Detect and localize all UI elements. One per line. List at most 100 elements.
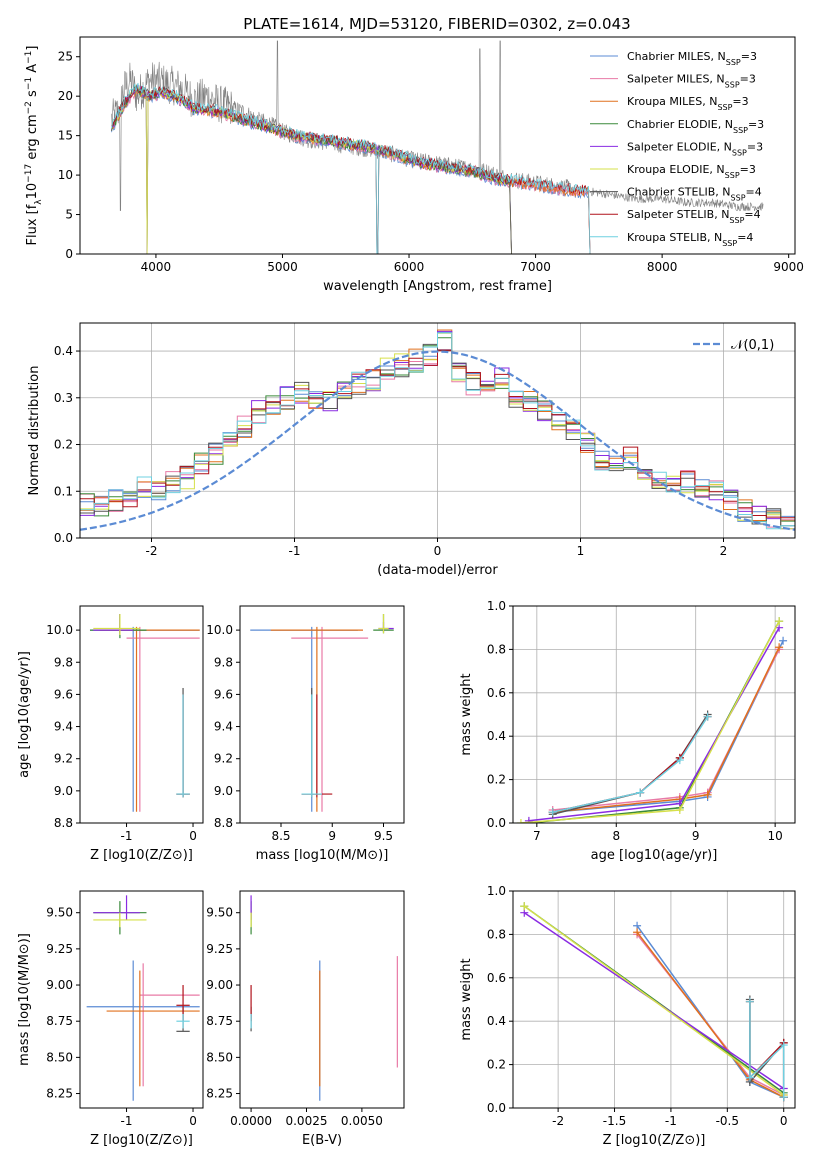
mass-vs-z-panel: -1 0 8.25 8.50 8.75 9.00 9.25 9.50 Z [log10(Z/Z⊙… <box>17 890 204 1148</box>
y-tick-label: 9.8 <box>214 655 233 669</box>
y-axis-label: mass [log10(M/M⊙)] <box>17 933 32 1066</box>
y-tick-label: 0.2 <box>487 773 506 787</box>
weight-line-kroupa-elodie <box>523 905 785 1096</box>
mass-vs-ebv-panel: 0.0000 0.0025 0.0050 8.25 8.50 8.75 9.00 9.25 9.… <box>206 890 405 1148</box>
legend: 𝒩(0,1) <box>693 338 774 353</box>
x-tick-label: 8.5 <box>271 829 290 843</box>
model-line-kroupa-elodie <box>111 85 512 254</box>
y-tick-label: 8.50 <box>206 1050 233 1064</box>
x-tick-label: -1 <box>121 1114 133 1128</box>
x-axis-label: Z [log10(Z/Z⊙)] <box>603 1133 706 1148</box>
y-axis-label-part: −17 <box>24 164 34 183</box>
plot-area <box>250 614 394 812</box>
y-tick-label: 1.0 <box>487 599 506 613</box>
axes-frame <box>239 605 405 824</box>
weight-marker-kroupa-stelib <box>703 712 712 721</box>
y-tick-label: 20 <box>58 89 73 103</box>
y-tick-label: 15 <box>58 129 73 143</box>
point-kroupa-stelib <box>301 694 322 798</box>
x-tick-label: 7 <box>533 829 541 843</box>
y-tick-label: 9.4 <box>214 720 233 734</box>
y-axis-label-part: 10 <box>25 183 40 200</box>
y-axis-label-part: Flux [f <box>25 204 40 245</box>
legend-label-kroupa-stelib: Kroupa STELIB, NSSP=4 <box>627 231 753 248</box>
legend-label-salpeter-miles: Salpeter MILES, NSSP=3 <box>627 73 756 90</box>
weight-line-chabrier-miles <box>552 640 784 813</box>
y-tick-label: 9.0 <box>54 784 73 798</box>
weight-line-kroupa-stelib <box>552 716 709 813</box>
y-axis-label-part: erg cm <box>25 114 40 163</box>
y-tick-label: 0.0 <box>487 1101 506 1115</box>
weight-marker-kroupa-miles <box>703 790 712 799</box>
y-tick-label: 0.0 <box>54 531 73 545</box>
x-tick-label: -2 <box>146 544 158 558</box>
mass-weight-vs-z-panel: -2 -1.5 -1 -0.5 0 0.0 0.2 0.4 0.6 0.8 1.0 Z [log10(… <box>459 884 796 1148</box>
x-tick-label: 4000 <box>141 260 172 274</box>
x-axis-label: age [log10(age/yr)] <box>591 848 718 863</box>
weight-marker-kroupa-elodie <box>516 819 525 823</box>
y-axis-label-part: A <box>25 64 40 77</box>
weight-marker-salpeter-elodie <box>524 816 533 823</box>
weight-marker-kroupa-stelib <box>745 1073 754 1082</box>
weight-line-salpeter-miles <box>552 649 780 811</box>
x-axis-label: Z [log10(Z/Z⊙)] <box>90 1133 193 1148</box>
point-salpeter-miles <box>126 626 200 812</box>
y-tick-label: 5 <box>65 208 73 222</box>
y-axis-label-part: ] <box>25 46 40 51</box>
x-tick-label: 0 <box>189 829 197 843</box>
legend-label-kroupa-miles: Kroupa MILES, NSSP=3 <box>627 95 749 112</box>
x-tick-label: 0.0025 <box>285 1114 327 1128</box>
y-tick-label: 0.2 <box>487 1058 506 1072</box>
x-tick-label: 0 <box>434 544 442 558</box>
plot-area <box>250 895 398 1101</box>
model-line-salpeter-miles <box>111 87 591 254</box>
age-vs-mass-panel: 8.5 9 9.5 8.8 9.0 9.2 9.4 9.6 9.8 10.0 mass [log10… <box>206 605 405 863</box>
y-axis-label-part: λ <box>34 199 44 205</box>
y-tick-label: 9.4 <box>54 720 73 734</box>
y-tick-label: 25 <box>58 50 73 64</box>
y-tick-label: 0.0 <box>487 816 506 830</box>
x-tick-label: 7000 <box>520 260 551 274</box>
x-tick-label: -0.5 <box>716 1114 739 1128</box>
point-salpeter-elodie <box>93 614 134 634</box>
x-tick-label: 1 <box>577 544 585 558</box>
y-tick-label: 0.6 <box>487 971 506 985</box>
weight-marker-kroupa-miles <box>633 928 642 937</box>
x-axis-label: mass [log10(M/M⊙)] <box>256 848 389 863</box>
x-tick-label: 9 <box>328 829 336 843</box>
y-tick-label: 0.8 <box>487 642 506 656</box>
y-tick-label: 1.0 <box>487 884 506 898</box>
model-line-kroupa-stelib <box>111 82 591 254</box>
axes-frame <box>239 890 405 1109</box>
weight-line-chabrier-elodie <box>528 620 780 823</box>
weight-line-chabrier-miles <box>636 925 785 1098</box>
y-tick-label: 8.8 <box>54 816 73 830</box>
y-tick-label: 9.50 <box>46 906 73 920</box>
normal-curve <box>80 350 795 531</box>
model-line-chabrier-miles <box>111 87 591 254</box>
y-axis-label: Flux [fλ10−17 erg cm−2 s−1 A−1] <box>24 46 44 246</box>
x-tick-label: -1 <box>665 1114 677 1128</box>
y-tick-label: 0.1 <box>54 484 73 498</box>
y-tick-label: 0.6 <box>487 686 506 700</box>
weight-marker-kroupa-stelib <box>779 1093 788 1102</box>
legend-label-salpeter-elodie: Salpeter ELODIE, NSSP=3 <box>627 140 763 157</box>
plot-area <box>516 617 788 823</box>
plot-area <box>111 40 764 254</box>
x-tick-label: 9000 <box>773 260 804 274</box>
mass-weight-vs-age-panel: 7 8 9 10 0.0 0.2 0.4 0.6 0.8 1.0 age [log10(age/yr… <box>459 599 796 863</box>
weight-marker-kroupa-stelib <box>548 808 557 817</box>
x-axis-label: (data-model)/error <box>377 563 498 578</box>
spectrum-panel: 4000 5000 6000 7000 8000 9000 0 5 10 15 20 25 wavele… <box>24 36 804 294</box>
y-tick-label: 8.25 <box>46 1087 73 1101</box>
figure-title: PLATE=1614, MJD=53120, FIBERID=0302, z=0… <box>243 15 630 33</box>
y-axis-label: mass weight <box>459 673 474 755</box>
point-kroupa-elodie <box>93 912 147 928</box>
y-tick-label: 8.75 <box>206 1014 233 1028</box>
weight-marker-kroupa-stelib <box>745 997 754 1006</box>
y-axis-label-part: −1 <box>24 51 34 64</box>
data-spectrum-line <box>111 40 764 212</box>
y-axis-label: age [log10(age/yr)] <box>17 651 32 778</box>
weight-marker-kroupa-elodie <box>775 617 784 626</box>
y-tick-label: 0 <box>65 247 73 261</box>
